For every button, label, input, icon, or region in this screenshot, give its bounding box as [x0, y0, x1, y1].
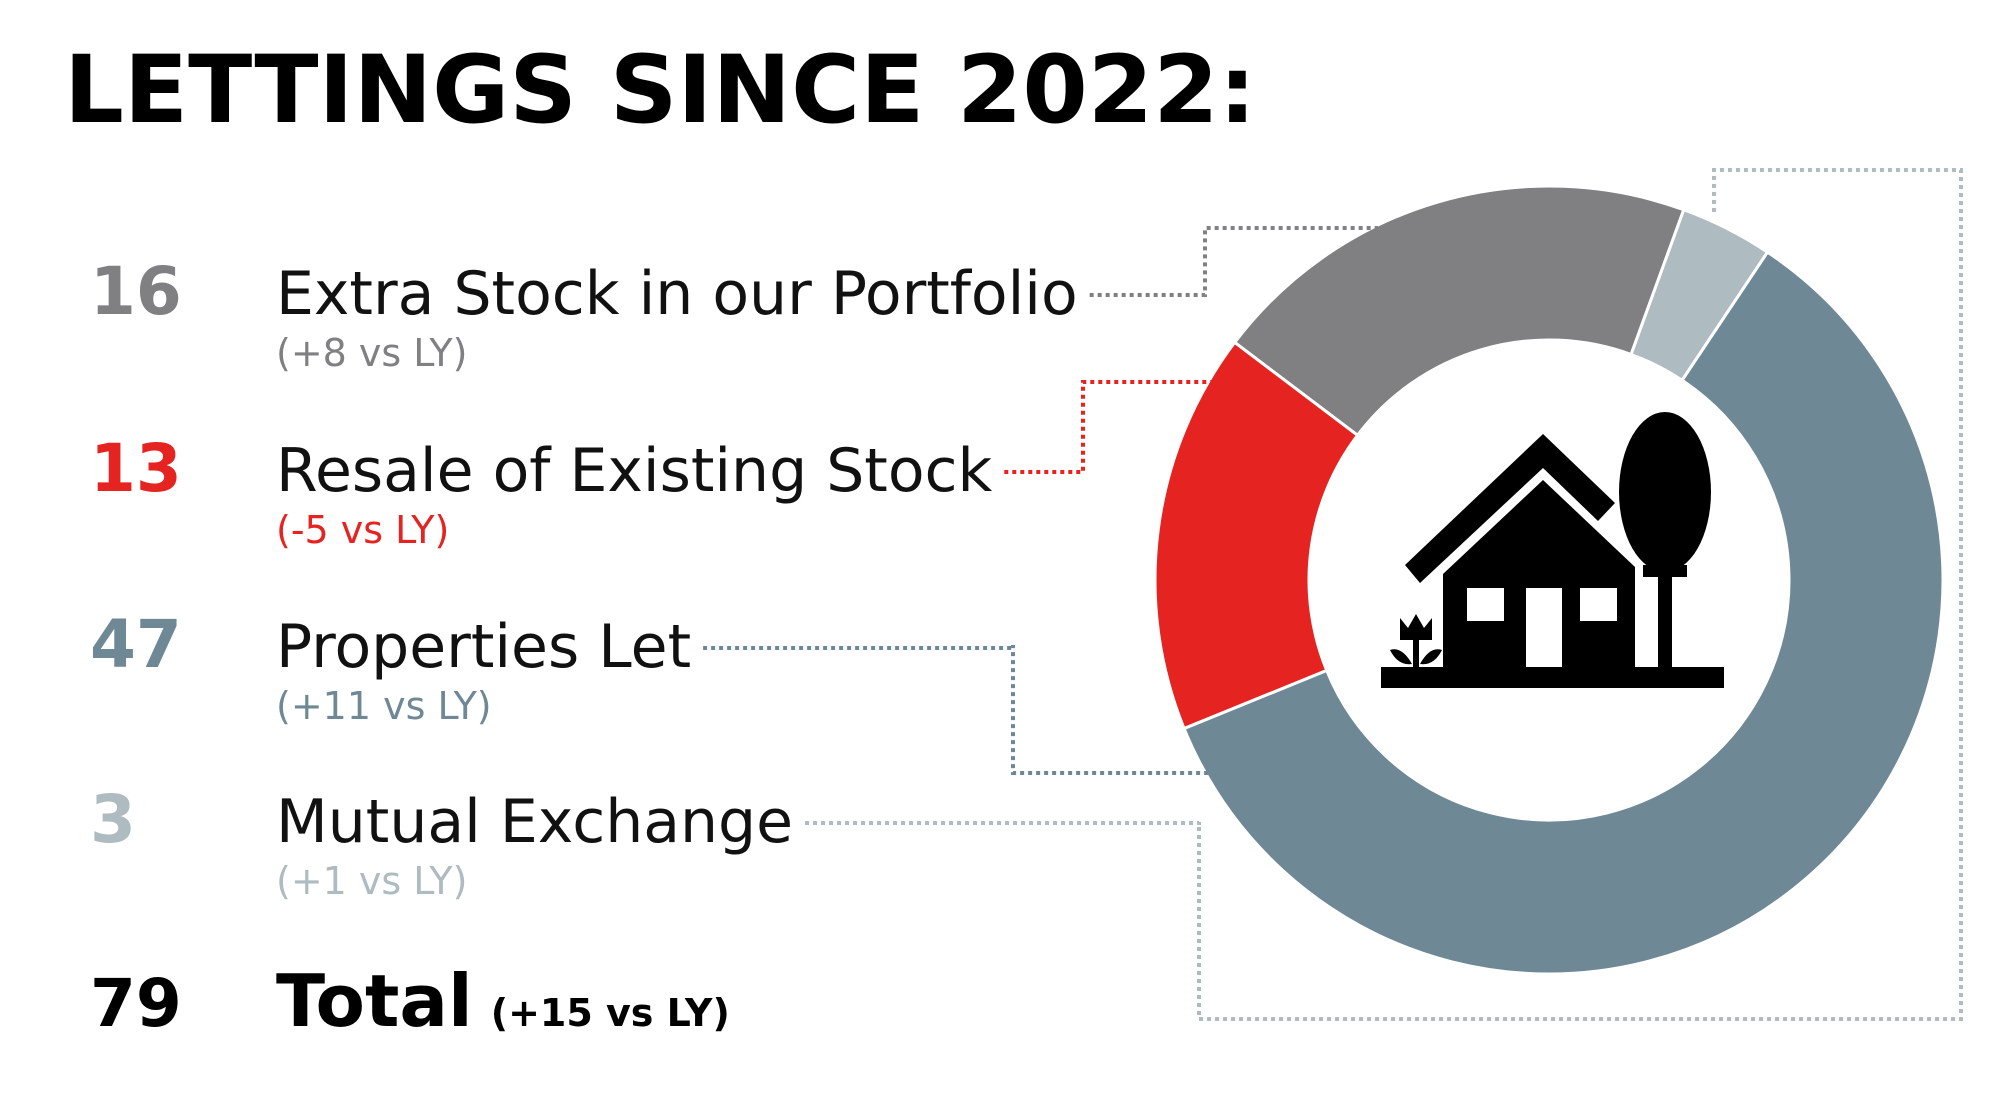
connector-line: [1004, 380, 1211, 474]
value-number: 3: [90, 781, 136, 858]
value-number: 13: [90, 430, 182, 507]
chart-title: LETTINGS SINCE 2022:: [64, 36, 1256, 145]
donut-segment: [1629, 207, 1770, 383]
category-label: Properties Let: [276, 612, 691, 682]
change-label: (+8 vs LY): [276, 331, 467, 375]
connector-line: [703, 645, 1211, 775]
change-label: (+1 vs LY): [276, 859, 467, 903]
value-number: 16: [90, 253, 182, 330]
category-label: Extra Stock in our Portfolio: [276, 259, 1078, 329]
change-label: (+11 vs LY): [276, 684, 492, 728]
category-label: Mutual Exchange: [276, 787, 793, 857]
donut-segment: [1153, 340, 1360, 731]
total-number: 79: [90, 965, 182, 1042]
total-label: Total: [276, 959, 473, 1043]
total-change-label: (+15 vs LY): [491, 991, 730, 1035]
donut-segment: [1232, 184, 1686, 438]
value-number: 47: [90, 606, 182, 683]
connector-line: [1089, 226, 1378, 297]
house-icon: [1381, 412, 1724, 688]
category-label: Resale of Existing Stock: [276, 436, 993, 506]
change-label: (-5 vs LY): [276, 508, 449, 552]
donut-segment: [1182, 250, 1945, 976]
connector-line: [805, 168, 1963, 1021]
